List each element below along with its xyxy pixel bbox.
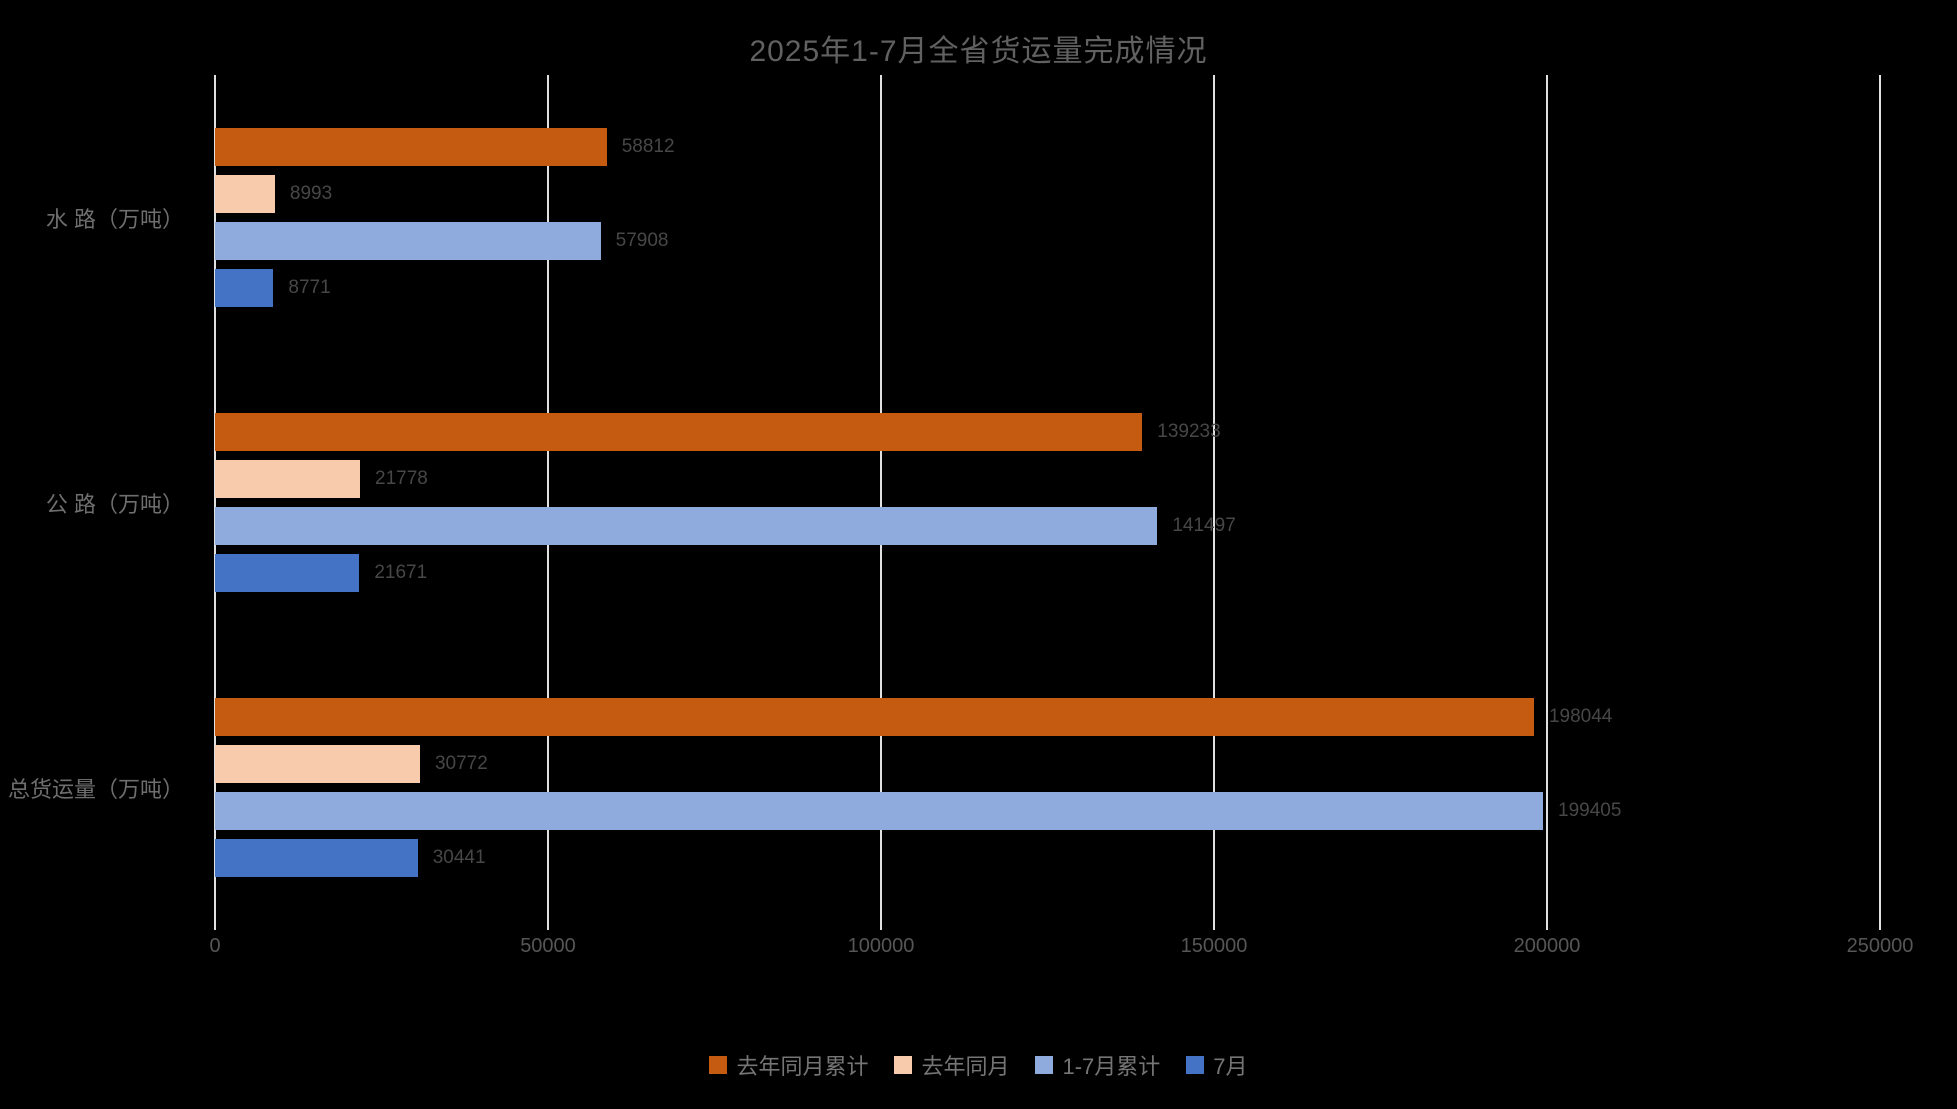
y-axis-label: 总货运量（万吨） — [7, 776, 184, 802]
bar — [215, 222, 601, 260]
bar — [215, 269, 274, 307]
bar-value-label: 139233 — [1157, 421, 1221, 442]
bar-row: 8993 — [215, 175, 1880, 213]
legend-swatch — [894, 1056, 913, 1074]
legend-label: 7月 — [1213, 1054, 1248, 1079]
bar-value-label: 8771 — [288, 277, 331, 298]
bar — [215, 745, 420, 783]
bar — [215, 128, 607, 166]
bar-group: 198044 30772 199405 30441 — [215, 645, 1880, 930]
bar-value-label: 199405 — [1558, 800, 1622, 821]
legend-swatch — [709, 1056, 728, 1074]
x-axis-tick-label: 150000 — [1180, 935, 1248, 957]
legend-item: 去年同月 — [894, 1049, 1009, 1081]
gridline — [1879, 75, 1881, 930]
bar-value-label: 58812 — [621, 136, 675, 157]
x-axis-tick-label: 100000 — [847, 935, 915, 957]
x-axis-tick-label: 50000 — [520, 935, 576, 957]
legend-item: 去年同月累计 — [709, 1049, 868, 1081]
gridline — [547, 75, 549, 930]
gridline — [1213, 75, 1215, 930]
bar-row: 30772 — [215, 745, 1880, 783]
legend-label: 去年同月累计 — [736, 1054, 869, 1079]
bar-group: 139233 21778 141497 21671 — [215, 360, 1880, 645]
y-axis-line — [214, 75, 216, 930]
legend-item: 1-7月累计 — [1035, 1049, 1160, 1081]
bar-value-label: 57908 — [615, 230, 669, 251]
y-axis-label: 公 路（万吨） — [45, 491, 184, 517]
bar-value-label: 30441 — [432, 847, 486, 868]
bar-row: 199405 — [215, 792, 1880, 830]
bar-row: 139233 — [215, 413, 1880, 451]
chart-title: 2025年1-7月全省货运量完成情况 — [749, 35, 1208, 68]
bar-value-label: 30772 — [434, 753, 488, 774]
bar-value-label: 141497 — [1172, 515, 1236, 536]
legend-swatch — [1186, 1056, 1205, 1074]
x-axis-tick-label: 0 — [209, 935, 221, 957]
bar — [215, 460, 361, 498]
gridline — [880, 75, 882, 930]
legend-label: 1-7月累计 — [1062, 1054, 1161, 1079]
legend: 去年同月累计 去年同月 1-7月累计 7月 — [0, 1049, 1957, 1081]
plot-area: 58812 8993 57908 8771 139233 21778 141497 21671… — [214, 75, 1881, 930]
bar-value-label: 8993 — [289, 183, 333, 204]
y-axis: 水 路（万吨） 公 路（万吨） 总货运量（万吨） — [0, 75, 200, 930]
bar — [215, 554, 360, 592]
bar-group: 58812 8993 57908 8771 — [215, 75, 1880, 360]
bar-value-label: 21671 — [374, 562, 428, 583]
x-axis-tick-label: 200000 — [1513, 935, 1581, 957]
legend-item: 7月 — [1186, 1049, 1248, 1081]
bar-groups: 58812 8993 57908 8771 139233 21778 141497 21671… — [215, 75, 1880, 930]
x-axis-tick-label: 250000 — [1846, 935, 1914, 957]
bar — [215, 413, 1143, 451]
bar — [215, 698, 1534, 736]
bar-row: 30441 — [215, 839, 1880, 877]
y-axis-label: 水 路（万吨） — [45, 206, 184, 232]
bar-value-label: 198044 — [1548, 706, 1613, 727]
bar-row: 21778 — [215, 460, 1880, 498]
gridline — [1546, 75, 1548, 930]
bar — [215, 839, 418, 877]
legend-label: 去年同月 — [921, 1054, 1010, 1079]
bar — [215, 792, 1544, 830]
bar — [215, 175, 275, 213]
bar-row: 198044 — [215, 698, 1880, 736]
bar-row: 57908 — [215, 222, 1880, 260]
bar-row: 58812 — [215, 128, 1880, 166]
gridlines — [214, 75, 1881, 930]
legend-swatch — [1035, 1056, 1054, 1074]
bar-row: 141497 — [215, 507, 1880, 545]
bar — [215, 507, 1158, 545]
x-axis: 0 50000 100000 150000 200000 250000 — [209, 935, 1913, 965]
bar-row: 8771 — [215, 269, 1880, 307]
bar-row: 21671 — [215, 554, 1880, 592]
bar-value-label: 21778 — [375, 468, 428, 489]
